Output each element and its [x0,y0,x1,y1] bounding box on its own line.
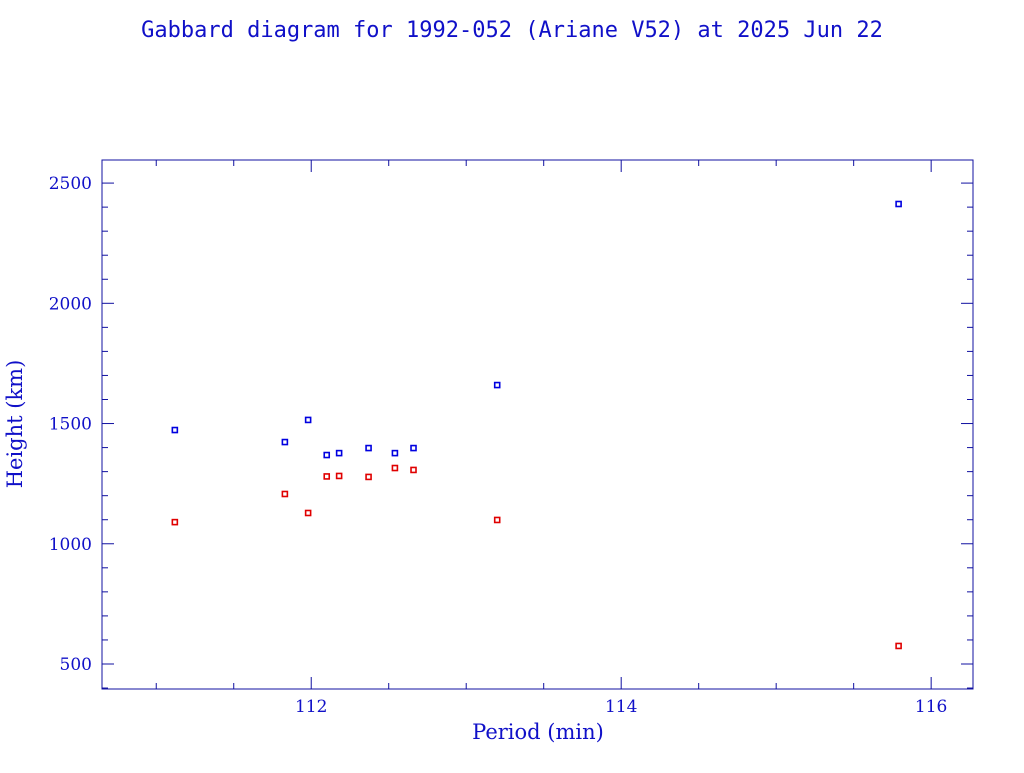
point-apogee [365,444,372,452]
point-apogee [281,438,289,446]
point-perigee [304,509,312,517]
x-tick-label: 114 [605,697,637,717]
x-tick-labels: 112 114 116 [295,697,947,717]
point-apogee [493,381,501,389]
point-apogee [304,416,312,424]
point-apogee [391,449,399,457]
plot-frame [101,159,974,690]
point-apogee [410,444,417,452]
chart-title: Gabbard diagram for 1992-052 (Ariane V52… [141,18,883,43]
y-tick-label: 2500 [49,174,92,194]
point-apogee [335,449,343,457]
y-tick-label: 500 [60,655,92,675]
point-perigee [323,473,331,480]
point-perigee [410,466,417,474]
y-tick-labels: 500 1000 1500 2000 2500 [49,174,92,675]
point-apogee [895,200,902,208]
y-axis-label: Height (km) [3,360,27,489]
y-tick-label: 1000 [49,535,92,555]
point-perigee [391,464,399,472]
point-perigee [365,473,372,481]
point-perigee [895,642,902,650]
point-apogee [323,451,331,459]
point-perigee [335,472,343,480]
x-axis-label: Period (min) [472,720,604,744]
axis-ticks [102,160,973,689]
y-tick-label: 2000 [49,294,92,314]
point-perigee [281,490,289,498]
data-points [171,200,902,650]
point-perigee [171,518,179,526]
x-tick-label: 112 [295,697,327,717]
point-perigee [493,516,501,524]
point-apogee [171,426,179,434]
y-tick-label: 1500 [49,415,92,435]
x-tick-label: 116 [915,697,947,717]
